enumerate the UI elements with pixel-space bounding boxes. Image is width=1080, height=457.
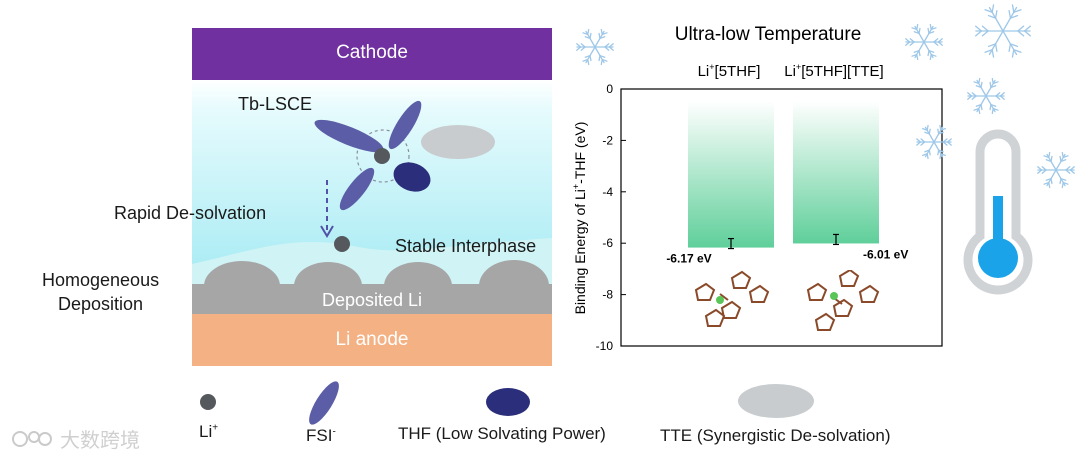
cathode-label: Cathode: [336, 42, 408, 63]
bar-1: [688, 101, 774, 248]
binding-energy-chart: Ultra-low Temperature 0 -2 -4 -6 -8 -10 Bindin…: [570, 14, 950, 360]
legend-tte-symbol: [738, 384, 814, 418]
thermometer-icon: [963, 129, 1033, 295]
schematic-canvas: [192, 28, 552, 366]
legend-fsi-text: FSI: [306, 426, 333, 445]
y-tick-label: -6: [602, 236, 613, 250]
interphase-layer: [192, 238, 552, 290]
fsi-anion: [339, 167, 375, 211]
y-axis-title-sup: +: [571, 184, 581, 189]
li-atom: [716, 296, 724, 304]
deposit-bump: [384, 262, 452, 310]
category-label-rest: [5THF][TTE]: [801, 63, 884, 80]
li-ion: [334, 236, 350, 252]
li-anode: [192, 314, 552, 366]
category-label-base: Li: [784, 63, 796, 80]
y-axis-title: Binding Energy of Li+-THF (eV): [571, 122, 588, 315]
cathode: [192, 28, 552, 80]
watermark-text: 大数跨境: [60, 428, 140, 452]
plot-frame: [620, 88, 943, 347]
deposit-bump: [204, 261, 280, 311]
legend: Li+ FSI- THF (Low Solvating Power) TTE (…: [0, 370, 1080, 457]
legend-fsi-symbol: [309, 381, 339, 425]
y-tick-label: -10: [596, 339, 614, 353]
legend-thf-label: THF (Low Solvating Power): [398, 424, 606, 443]
legend-li-label: Li+: [199, 422, 218, 442]
category-label-base: Li: [698, 63, 710, 80]
molecule-clusters: [694, 270, 880, 331]
y-axis-title-pre: Binding Energy of Li: [572, 189, 588, 314]
solvation-shell: [356, 129, 410, 183]
deposition-label: Homogeneous Deposition: [42, 268, 159, 316]
snowflake-icon: [974, 4, 1032, 58]
watermark: 大数跨境: [10, 424, 140, 453]
legend-li-symbol: [200, 394, 216, 410]
category-label-sup: +: [709, 62, 714, 72]
bar-value-label: -6.17 eV: [666, 252, 711, 266]
cluster-5thf-tte: [806, 270, 880, 331]
legend-fsi-sup: -: [332, 426, 336, 438]
deposition-label-line2: Deposition: [58, 294, 144, 314]
watermark-logo: [12, 430, 52, 447]
fsi-anion: [388, 100, 422, 150]
cluster-5thf: [694, 270, 770, 327]
y-tick-label: -8: [602, 288, 613, 302]
desolvation-arrow-head: [320, 225, 334, 238]
y-tick-label: -2: [602, 133, 613, 147]
legend-tte-label: TTE (Synergistic De-solvation): [660, 426, 891, 445]
electrolyte-label: Tb-LSCE: [238, 94, 313, 114]
snowflake-icon: [576, 28, 614, 66]
anode-label: Li anode: [335, 329, 409, 350]
chart-canvas: Ultra-low Temperature 0 -2 -4 -6 -8 -10 Bindin…: [571, 24, 943, 353]
legend-li-text: Li: [199, 422, 213, 441]
snowflake-icons: [576, 4, 1075, 189]
interphase-label: Stable Interphase: [395, 236, 537, 256]
y-tick-label: 0: [606, 82, 613, 96]
li-atom: [830, 292, 838, 300]
category-label: Li+[5THF]: [698, 62, 761, 80]
category-label-sup: +: [796, 62, 801, 72]
thf-molecule: [393, 162, 431, 192]
desolvation-label: Rapid De-solvation: [114, 203, 267, 223]
y-tick-label: -4: [602, 185, 613, 199]
chart-title: Ultra-low Temperature: [675, 24, 862, 45]
deposited-li-label: Deposited Li: [321, 290, 423, 310]
y-axis-title-post: -THF (eV): [572, 122, 588, 184]
bar-2: [793, 101, 879, 244]
category-label: Li+[5THF][TTE]: [784, 62, 883, 80]
tte-molecule: [421, 125, 495, 159]
snowflake-icon: [905, 23, 943, 61]
fsi-anion: [314, 119, 384, 153]
snowflake-icon: [1037, 151, 1075, 189]
deposition-label-line1: Homogeneous: [42, 270, 160, 290]
legend-fsi-label: FSI-: [306, 426, 336, 446]
legend-thf-symbol: [486, 388, 530, 416]
li-ion: [374, 148, 390, 164]
legend-li-sup: +: [212, 422, 219, 434]
snowflake-icon: [967, 77, 1005, 115]
bar-value-label: -6.01 eV: [863, 247, 908, 261]
snowflake-icon: [916, 124, 952, 160]
battery-schematic: Cathode Tb-LSCE Stable Interphase Deposi…: [192, 28, 552, 366]
deposit-bump: [479, 260, 549, 312]
category-label-rest: [5THF]: [715, 63, 761, 80]
deposit-bump: [294, 262, 362, 310]
